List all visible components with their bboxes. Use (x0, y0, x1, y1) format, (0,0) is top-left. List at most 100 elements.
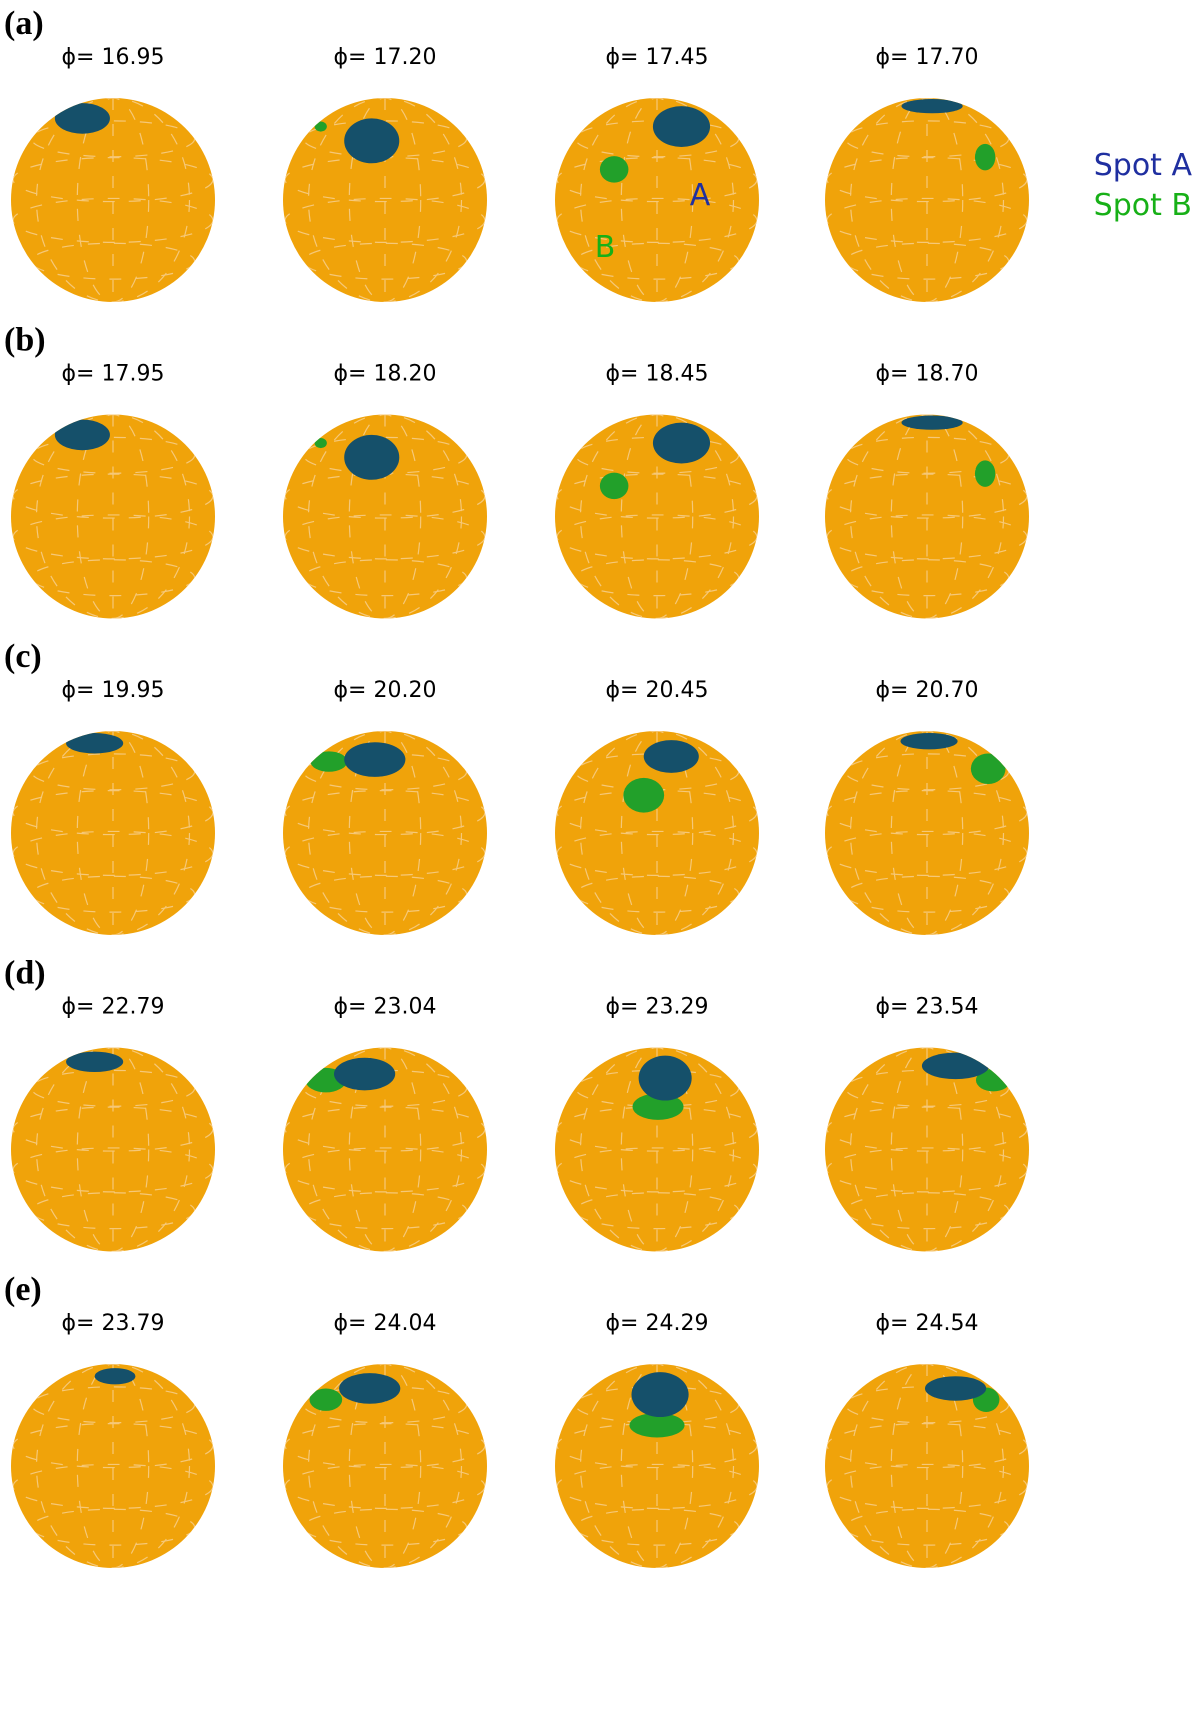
star-surface (556, 98, 758, 302)
longitude (579, 1364, 735, 1568)
latitude (302, 559, 468, 597)
panel-label: (c) (4, 638, 42, 675)
star (555, 731, 759, 935)
longitude (890, 414, 964, 619)
star-surface (12, 414, 214, 619)
longitude (76, 1047, 150, 1252)
phase-label: ϕ= 17.45 (606, 45, 709, 70)
panel-label: (d) (4, 955, 46, 992)
spot-a (344, 434, 400, 480)
phase-label: ϕ= 24.04 (334, 1311, 437, 1336)
longitude (307, 98, 463, 302)
panel-label: (a) (4, 5, 44, 42)
star-surface (556, 1047, 758, 1252)
spot-a (652, 422, 711, 464)
spot-b (970, 753, 1006, 785)
longitude (307, 1047, 463, 1252)
spot-a (54, 419, 110, 451)
spot-b (309, 1388, 343, 1411)
latitude (30, 1508, 196, 1546)
latitude (844, 1192, 1010, 1230)
latitude (574, 1192, 740, 1230)
latitude (302, 242, 468, 280)
longitude (849, 98, 1005, 302)
spot-a (344, 118, 400, 164)
longitude (620, 1364, 694, 1568)
latitude (302, 875, 468, 913)
longitude (348, 98, 422, 302)
phase-label: ϕ= 20.45 (606, 678, 709, 703)
phase-label: ϕ= 23.54 (876, 995, 979, 1020)
longitude (890, 1364, 964, 1568)
spot-a (924, 1376, 987, 1401)
spot-a (94, 1368, 136, 1385)
spot-b (314, 437, 327, 449)
latitude (284, 197, 486, 243)
phase-label: ϕ= 24.54 (876, 1311, 979, 1336)
star (283, 1047, 487, 1252)
star (825, 731, 1029, 935)
legend-spot-b: Spot B (1094, 188, 1192, 223)
spot-a (900, 733, 958, 750)
longitude (620, 1047, 694, 1252)
longitude (890, 731, 964, 935)
longitude (890, 98, 964, 302)
spot-a (334, 1057, 396, 1091)
phase-label: ϕ= 19.95 (62, 678, 165, 703)
longitude (849, 1364, 1005, 1568)
longitude (348, 1047, 422, 1252)
longitude (620, 414, 694, 619)
longitude (76, 731, 150, 935)
star (283, 98, 487, 302)
spot-a (921, 1052, 990, 1080)
longitude (76, 414, 150, 619)
longitude (849, 414, 1005, 619)
spot-a (54, 103, 110, 134)
star-surface (284, 98, 486, 302)
spot-a (66, 1051, 124, 1072)
phase-label: ϕ= 20.20 (334, 678, 437, 703)
star (825, 1364, 1029, 1568)
star-surface (826, 414, 1028, 619)
latitude (302, 1192, 468, 1230)
longitude (579, 1047, 735, 1252)
phase-label: ϕ= 18.20 (334, 362, 437, 387)
latitude (844, 1508, 1010, 1546)
star-surface (556, 731, 758, 935)
spot-b (599, 472, 629, 500)
star (555, 1047, 759, 1252)
spot-b (974, 143, 996, 171)
spot-b (310, 751, 348, 772)
spot-a (344, 742, 406, 777)
longitude (76, 98, 150, 302)
longitude (348, 731, 422, 935)
longitude (849, 731, 1005, 935)
latitude (12, 197, 214, 243)
spot-b (629, 1412, 685, 1438)
star-surface (284, 1047, 486, 1252)
spot-b (599, 156, 629, 183)
panel-label: (e) (4, 1271, 42, 1308)
spot-a (901, 99, 963, 114)
annotation-a: A (690, 178, 711, 213)
phase-label: ϕ= 17.95 (62, 362, 165, 387)
annotation-b: B (595, 230, 616, 265)
phase-label: ϕ= 23.79 (62, 1311, 165, 1336)
phase-label: ϕ= 23.04 (334, 995, 437, 1020)
latitude (302, 1508, 468, 1546)
longitude (35, 98, 191, 302)
spot-a (643, 740, 699, 773)
phase-label: ϕ= 18.70 (876, 362, 979, 387)
star (11, 1047, 215, 1252)
phase-label: ϕ= 17.20 (334, 45, 437, 70)
phase-label: ϕ= 24.29 (606, 1311, 709, 1336)
longitude (579, 731, 735, 935)
star-surface (556, 414, 758, 619)
phase-label: ϕ= 16.95 (62, 45, 165, 70)
star (555, 1364, 759, 1568)
longitude (849, 1047, 1005, 1252)
longitude (620, 98, 694, 302)
spot-a (631, 1372, 689, 1418)
longitude (35, 414, 191, 619)
